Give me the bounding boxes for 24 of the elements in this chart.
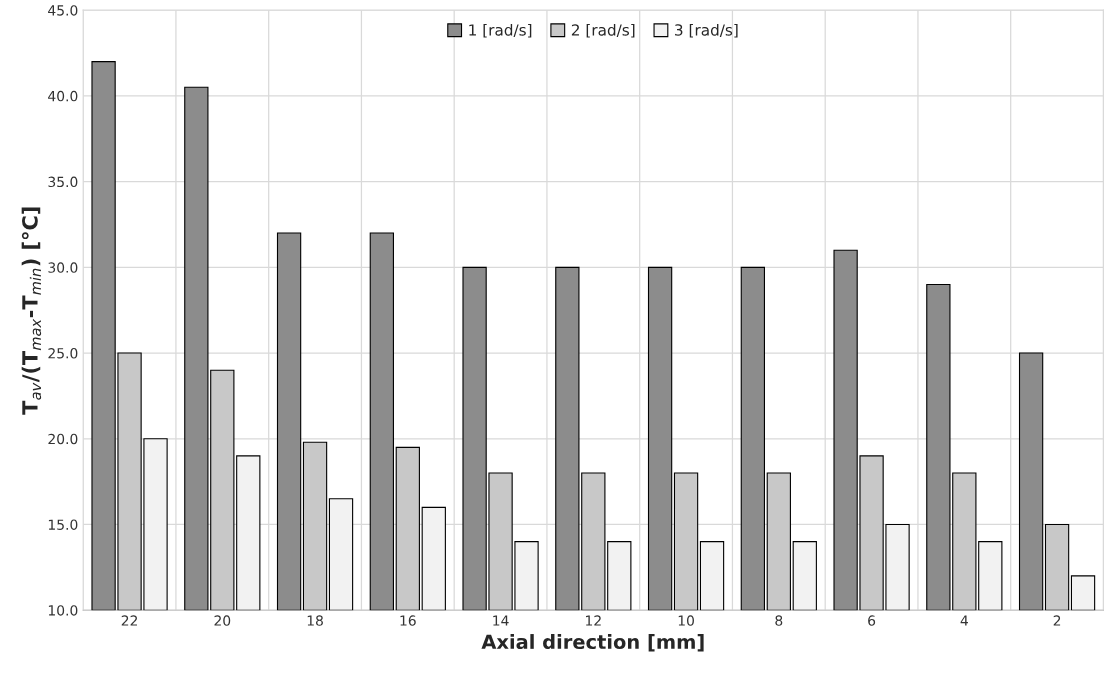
y-tick-label: 25.0 bbox=[48, 348, 78, 359]
legend-label: 1 [rad/s] bbox=[469, 23, 532, 38]
x-tick-label: 2 bbox=[1053, 615, 1061, 626]
x-tick-label: 22 bbox=[121, 615, 137, 626]
y-tick-label: 10.0 bbox=[48, 605, 78, 616]
x-tick-label: 20 bbox=[214, 615, 231, 626]
x-tick-label: 8 bbox=[775, 615, 783, 626]
x-tick-label: 12 bbox=[586, 615, 601, 626]
y-tick-label: 45.0 bbox=[48, 5, 78, 16]
y-tick-label: 20.0 bbox=[48, 433, 78, 445]
y-tick-label: 15.0 bbox=[48, 519, 78, 530]
x-tick-label: 4 bbox=[960, 615, 968, 626]
y-tick-label: 35.0 bbox=[48, 176, 78, 188]
y-tick-label: 40.0 bbox=[48, 90, 78, 102]
y-axis-title: T$_{av}$/(T$_{max}$-T$_{min}$) [°C] bbox=[21, 207, 42, 415]
y-tick-label: 30.0 bbox=[48, 262, 78, 273]
x-tick-label: 10 bbox=[678, 615, 694, 626]
x-axis-title: Axial direction [mm] bbox=[481, 634, 704, 652]
x-tick-label: 14 bbox=[493, 615, 509, 626]
x-tick-label: 18 bbox=[307, 615, 323, 626]
x-tick-label: 6 bbox=[868, 615, 876, 626]
legend-label: 3 [rad/s] bbox=[675, 23, 738, 38]
x-tick-label: 16 bbox=[400, 615, 416, 626]
legend-label: 2 [rad/s] bbox=[571, 23, 635, 38]
